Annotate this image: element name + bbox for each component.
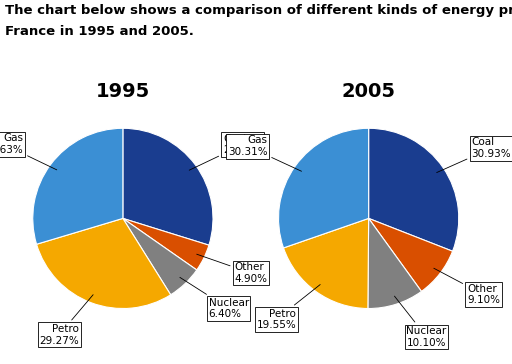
Text: Other
9.10%: Other 9.10% [434,268,500,305]
Text: Nuclear
10.10%: Nuclear 10.10% [394,296,446,348]
Text: France in 1995 and 2005.: France in 1995 and 2005. [5,25,194,39]
Wedge shape [279,128,369,248]
Title: 1995: 1995 [96,82,150,102]
Text: Coal
30.93%: Coal 30.93% [437,138,511,173]
Text: The chart below shows a comparison of different kinds of energy production in: The chart below shows a comparison of di… [5,4,512,17]
Wedge shape [369,218,453,292]
Text: Petro
29.27%: Petro 29.27% [39,295,93,345]
Text: Nuclear
6.40%: Nuclear 6.40% [180,277,249,319]
Wedge shape [369,128,459,251]
Wedge shape [123,128,213,245]
Wedge shape [123,218,197,295]
Text: Other
4.90%: Other 4.90% [197,254,268,284]
Wedge shape [36,218,170,309]
Wedge shape [368,218,421,309]
Text: Coal
29.80%: Coal 29.80% [189,134,263,170]
Wedge shape [123,218,209,270]
Title: 2005: 2005 [342,82,396,102]
Text: Gas
30.31%: Gas 30.31% [228,135,302,171]
Text: Gas
29.63%: Gas 29.63% [0,133,57,170]
Wedge shape [284,218,369,309]
Text: Petro
19.55%: Petro 19.55% [257,285,320,330]
Wedge shape [33,128,123,244]
